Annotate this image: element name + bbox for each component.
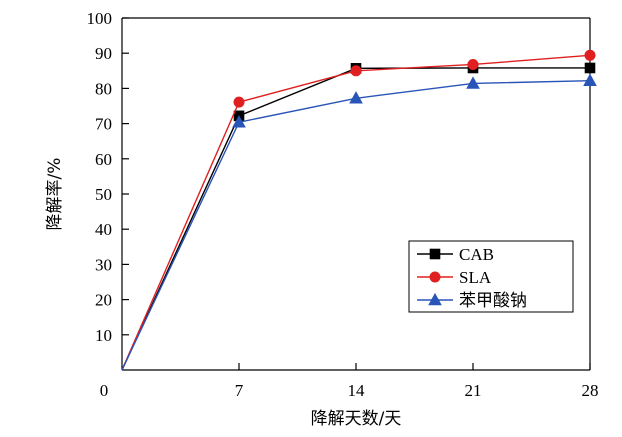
y-tick-label: 50: [95, 185, 112, 204]
legend-marker: [429, 248, 441, 260]
legend-marker: [429, 271, 441, 283]
series-layer: [121, 49, 597, 371]
legend-entry: CAB: [417, 245, 494, 264]
y-tick-label: 60: [95, 150, 112, 169]
data-point: [350, 65, 362, 77]
y-axis-ticks: 10 20 30 40 50 60 70 80 90 100: [87, 9, 129, 345]
y-axis-title: 降解率/%: [45, 158, 65, 231]
series-1: [121, 62, 596, 371]
legend-label: SLA: [459, 268, 492, 287]
series-line: [121, 67, 590, 371]
x-axis-title: 降解天数/天: [311, 409, 402, 429]
y-tick-label: 100: [87, 9, 113, 28]
y-tick-label: 80: [95, 79, 112, 98]
x-tick-label: 14: [348, 381, 366, 400]
series-line: [121, 79, 591, 371]
data-point: [584, 62, 596, 74]
data-point: [584, 49, 596, 61]
y-tick-label: 20: [95, 291, 112, 310]
data-point: [349, 91, 363, 104]
legend-label: CAB: [459, 245, 494, 264]
data-point: [466, 76, 480, 89]
legend-label: 苯甲酸钠: [459, 291, 527, 310]
legend: CAB SLA 苯甲酸钠: [408, 240, 574, 313]
legend-entry: 苯甲酸钠: [417, 291, 527, 310]
x-axis-ticks: 0 7 14 21 28: [100, 363, 599, 400]
series-3: [121, 73, 597, 371]
y-tick-label: 70: [95, 115, 112, 134]
data-point: [583, 73, 597, 86]
y-tick-label: 40: [95, 220, 112, 239]
series-2: [121, 49, 596, 371]
data-point: [233, 96, 245, 108]
y-tick-label: 10: [95, 326, 112, 345]
legend-marker: [428, 292, 442, 306]
x-tick-label: 28: [582, 381, 599, 400]
data-point: [232, 115, 246, 128]
data-point: [467, 58, 479, 70]
y-tick-label: 30: [95, 255, 112, 274]
y-tick-label: 90: [95, 44, 112, 63]
x-tick-label: 0: [100, 381, 109, 400]
x-tick-label: 7: [235, 381, 244, 400]
x-tick-label: 21: [465, 381, 482, 400]
legend-entry: SLA: [417, 268, 492, 287]
